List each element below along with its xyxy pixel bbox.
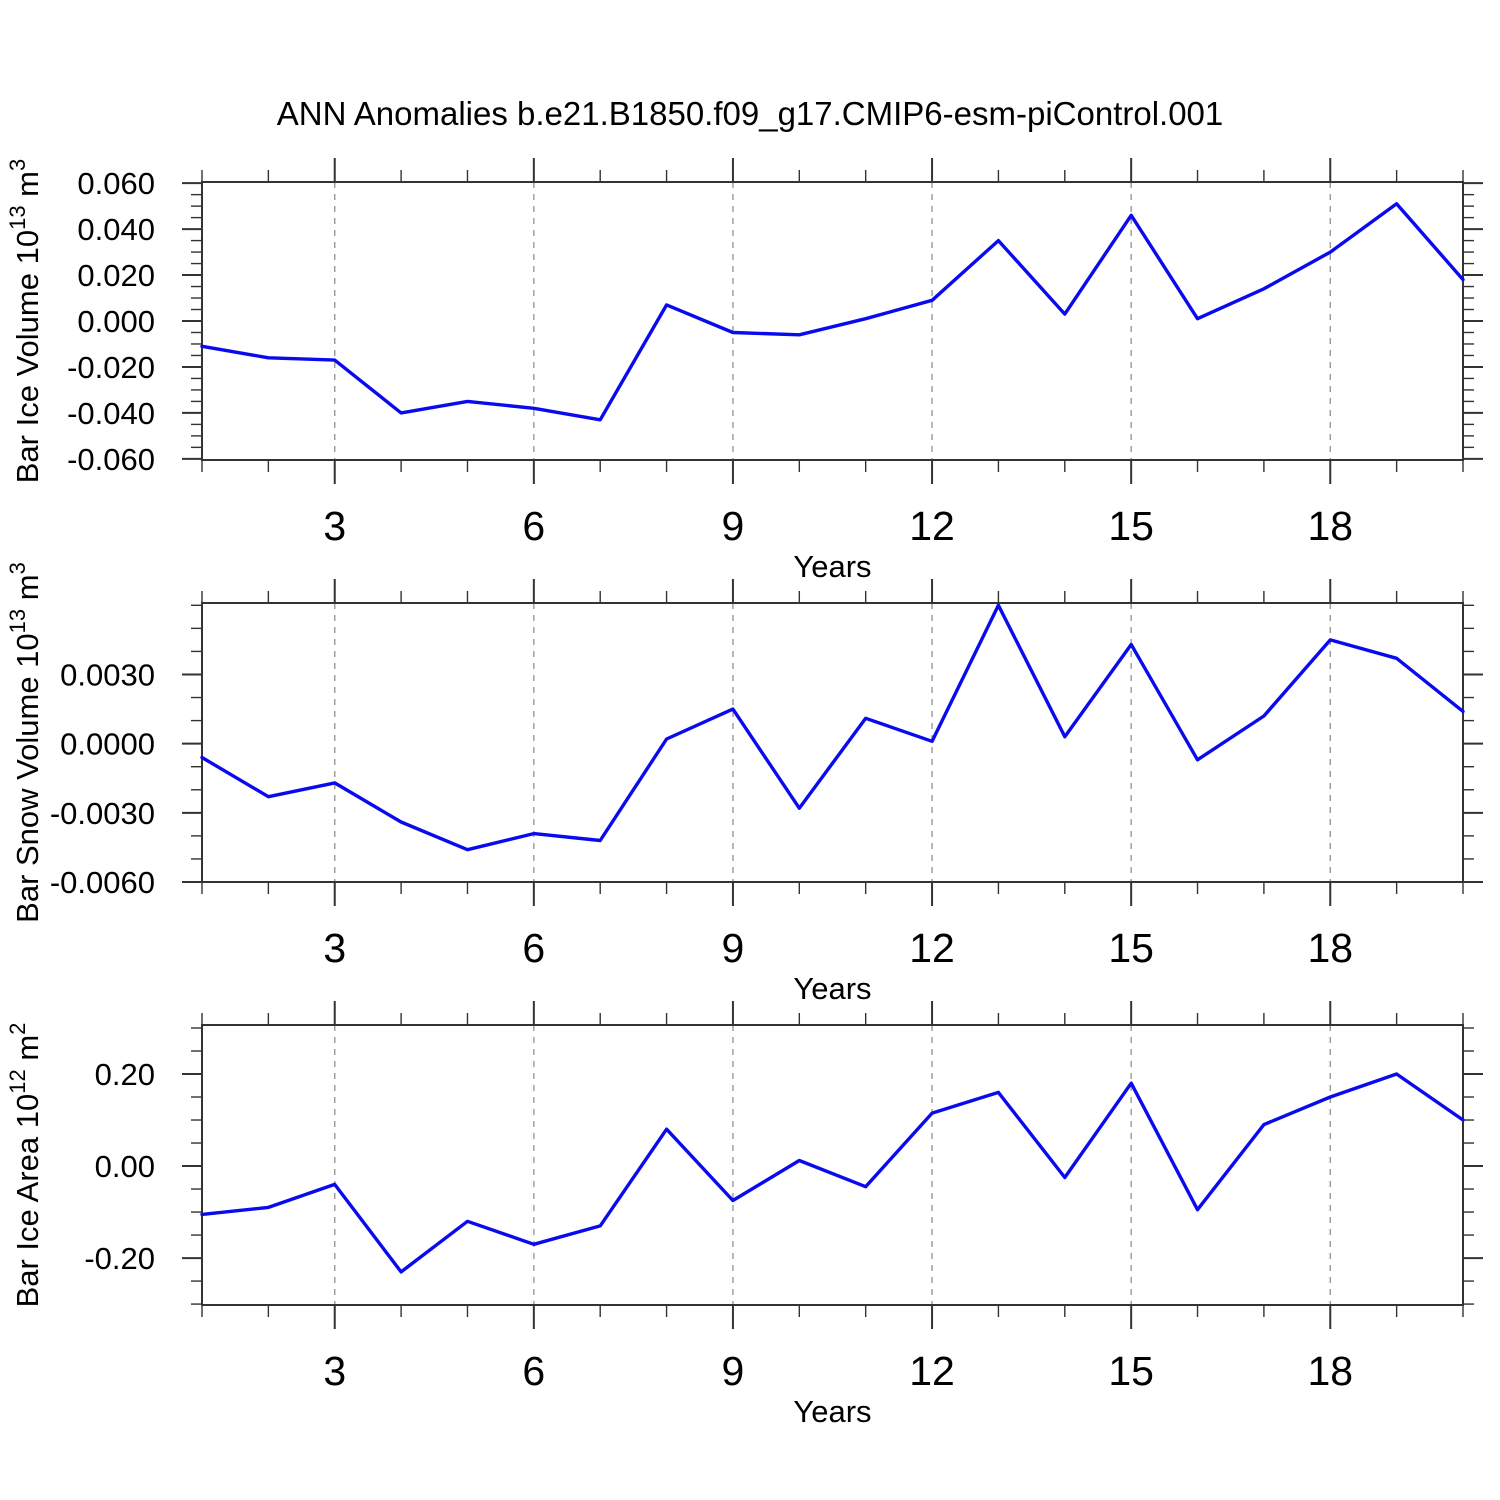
x-tick-label: 6 [522,1348,545,1394]
y-axis-title-text: m [10,1035,45,1069]
y-tick-label: 0.0030 [60,657,155,692]
x-tick-label: 18 [1307,1348,1353,1394]
x-tick-label: 15 [1108,503,1154,549]
y-axis-title-text: Bar Ice Volume 10 [10,230,45,483]
x-tick-label: 18 [1307,503,1353,549]
y-axis-title: Bar Ice Volume 1013 m3 [5,159,45,484]
y-tick-label: 0.20 [95,1057,155,1092]
y-axis-title-superscript: 3 [5,159,30,171]
y-tick-label: 0.000 [77,304,155,339]
y-axis-title-superscript: 13 [5,609,30,633]
y-axis-title-text: m [10,574,45,608]
y-axis-title-text: Bar Ice Area 10 [10,1094,45,1308]
x-tick-label: 3 [323,503,346,549]
plot-box [201,1024,1464,1306]
y-tick-label: -0.060 [67,442,155,477]
panel-ice-volume: 0.060 0.040 0.020 0.000 -0.020 -0.040 -0.060 3 6… [5,158,1483,584]
x-tick-label: 3 [323,925,346,971]
x-tick-label: 12 [909,925,955,971]
y-axis-title-text: m [10,171,45,205]
chart-title: ANN Anomalies b.e21.B1850.f09_g17.CMIP6-… [277,95,1224,132]
x-tick-label: 18 [1307,925,1353,971]
x-tick-label: 9 [722,925,745,971]
y-tick-label: -0.0030 [50,796,155,831]
panel-ice-area: 0.20 0.00 -0.20 3 6 9 12 15 18 Years Bar Ice Area … [5,1001,1483,1429]
x-axis-title: Years [793,549,871,584]
y-tick-label: -0.040 [67,396,155,431]
panel-snow-volume: 0.0030 0.0000 -0.0030 -0.0060 3 6 9 12 15 18 Years… [5,562,1483,1006]
y-axis-title-superscript: 12 [5,1069,30,1093]
x-tick-label: 6 [522,503,545,549]
x-axis-title: Years [793,1394,871,1429]
x-tick-label: 12 [909,503,955,549]
x-tick-label: 3 [323,1348,346,1394]
y-axis-title-superscript: 3 [5,562,30,574]
y-tick-label: -0.20 [84,1241,155,1276]
x-tick-label: 12 [909,1348,955,1394]
y-axis-title: Bar Ice Area 1012 m2 [5,1023,45,1308]
y-axis-title-superscript: 13 [5,205,30,229]
x-tick-label: 6 [522,925,545,971]
y-tick-label: 0.060 [77,166,155,201]
y-tick-label: -0.020 [67,350,155,385]
x-tick-label: 15 [1108,925,1154,971]
y-tick-label: 0.0000 [60,727,155,762]
y-axis-title: Bar Snow Volume 1013 m3 [5,562,45,923]
series-line-ice-volume [200,202,1465,422]
y-tick-label: 0.00 [95,1149,155,1184]
y-tick-label: 0.040 [77,212,155,247]
plot-box [201,181,1464,461]
y-axis-title-text: Bar Snow Volume 10 [10,633,45,923]
x-tick-label: 9 [722,1348,745,1394]
series-line-ice-area [200,1072,1465,1274]
panels-group: 0.060 0.040 0.020 0.000 -0.020 -0.040 -0.060 3 6… [5,158,1483,1429]
plot-box [201,602,1464,883]
x-tick-label: 15 [1108,1348,1154,1394]
y-axis-title-superscript: 2 [5,1023,30,1035]
y-tick-label: -0.0060 [50,865,155,900]
x-tick-label: 9 [722,503,745,549]
y-tick-label: 0.020 [77,258,155,293]
series-line-snow-volume [200,603,1465,852]
x-axis-title: Years [793,971,871,1006]
